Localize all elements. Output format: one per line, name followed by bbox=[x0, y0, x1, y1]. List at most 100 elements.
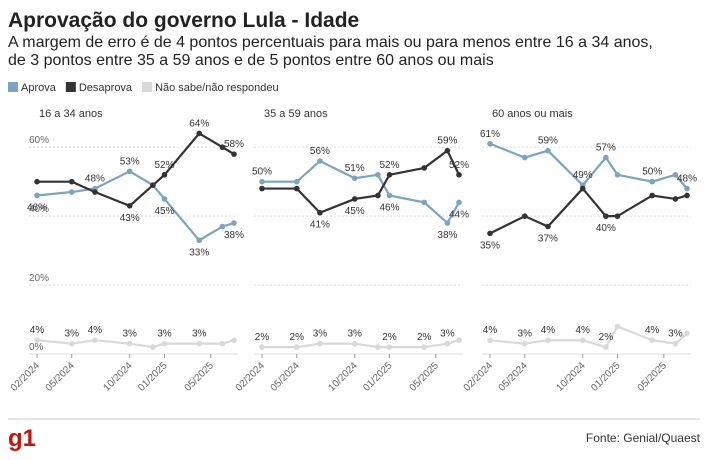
data-label: 46% bbox=[27, 202, 47, 213]
data-label: 52% bbox=[379, 160, 399, 171]
data-point bbox=[293, 344, 300, 350]
x-tick-label: 05/2025 bbox=[636, 360, 670, 394]
x-tick-label: 05/2024 bbox=[497, 360, 531, 394]
x-tick-label: 10/2024 bbox=[554, 360, 588, 394]
source: Fonte: Genial/Quaest bbox=[586, 431, 701, 445]
x-tick-label: 10/2024 bbox=[326, 360, 360, 394]
data-point bbox=[386, 192, 393, 199]
data-point bbox=[421, 165, 428, 171]
data-point bbox=[375, 172, 381, 178]
data-label: 48% bbox=[677, 174, 697, 185]
data-label: 4% bbox=[541, 325, 556, 336]
data-point bbox=[603, 344, 609, 350]
data-point bbox=[649, 178, 656, 185]
data-point bbox=[521, 154, 528, 161]
x-tick-label: 01/2025 bbox=[589, 360, 623, 394]
data-label: 2% bbox=[255, 332, 270, 343]
data-point bbox=[487, 140, 493, 147]
series-line bbox=[36, 339, 235, 349]
data-label: 4% bbox=[575, 325, 590, 336]
data-label: 3% bbox=[65, 329, 80, 340]
data-point bbox=[34, 192, 40, 199]
data-label: 50% bbox=[642, 167, 662, 178]
data-point bbox=[456, 337, 462, 344]
y-tick-label: 40% bbox=[29, 204, 49, 215]
data-point bbox=[375, 192, 381, 199]
data-label: 3% bbox=[347, 329, 362, 340]
data-label: 51% bbox=[345, 163, 365, 174]
data-point bbox=[293, 178, 300, 185]
data-label: 3% bbox=[668, 329, 683, 340]
data-label: 57% bbox=[596, 143, 616, 154]
data-label: 45% bbox=[154, 206, 174, 217]
data-point bbox=[386, 172, 393, 178]
data-point bbox=[386, 344, 393, 350]
data-point bbox=[684, 330, 690, 337]
data-point bbox=[259, 178, 265, 185]
x-tick-label: 02/2024 bbox=[462, 360, 496, 394]
legend-label: Não sabe/não respondeu bbox=[155, 82, 279, 94]
data-label: 44% bbox=[449, 209, 469, 220]
data-point bbox=[126, 168, 133, 175]
data-point bbox=[614, 213, 621, 219]
data-label: 49% bbox=[573, 170, 593, 181]
data-point bbox=[421, 344, 428, 350]
x-tick-label: 01/2025 bbox=[136, 360, 170, 394]
y-tick-label: 0% bbox=[29, 342, 44, 353]
data-point bbox=[487, 337, 493, 344]
data-label: 3% bbox=[518, 329, 533, 340]
data-label: 4% bbox=[88, 325, 103, 336]
data-label: 4% bbox=[483, 325, 498, 336]
data-point bbox=[68, 178, 75, 185]
data-label: 41% bbox=[310, 220, 330, 231]
data-point bbox=[161, 340, 168, 347]
data-point bbox=[614, 172, 621, 178]
chart-title: Aprovação do governo Lula - Idade bbox=[8, 9, 359, 32]
data-point bbox=[672, 172, 679, 178]
data-point bbox=[444, 147, 451, 154]
data-point bbox=[231, 220, 237, 226]
data-label: 2% bbox=[290, 332, 305, 343]
data-point bbox=[219, 340, 226, 347]
data-point bbox=[444, 340, 451, 347]
data-point bbox=[456, 199, 462, 206]
data-label: 40% bbox=[596, 223, 616, 234]
data-point bbox=[92, 337, 98, 344]
data-point bbox=[603, 154, 609, 161]
y-tick-label: 60% bbox=[29, 135, 49, 146]
data-point bbox=[196, 340, 203, 347]
data-label: 2% bbox=[417, 332, 432, 343]
data-point bbox=[614, 323, 621, 330]
legend-swatch bbox=[8, 82, 18, 92]
data-point bbox=[317, 209, 323, 216]
data-point bbox=[684, 192, 690, 199]
y-tick-label: 20% bbox=[29, 273, 49, 284]
data-point bbox=[375, 344, 381, 350]
legend-swatch bbox=[65, 82, 76, 92]
data-label: 33% bbox=[189, 247, 209, 258]
legend-label: Desaprova bbox=[79, 82, 133, 94]
data-label: 43% bbox=[120, 213, 140, 224]
data-label: 56% bbox=[310, 146, 330, 157]
x-tick-label: 10/2024 bbox=[101, 360, 135, 394]
data-label: 61% bbox=[480, 129, 500, 140]
data-label: 46% bbox=[379, 202, 399, 213]
legend-swatch bbox=[142, 82, 153, 92]
data-label: 52% bbox=[154, 160, 174, 171]
data-label: 37% bbox=[538, 233, 558, 244]
data-point bbox=[603, 213, 609, 219]
panel-title: 60 anos ou mais bbox=[492, 108, 573, 120]
data-point bbox=[317, 340, 323, 347]
data-label: 50% bbox=[252, 167, 272, 178]
data-point bbox=[34, 178, 40, 185]
data-label: 2% bbox=[382, 332, 397, 343]
data-point bbox=[219, 144, 226, 151]
x-tick-label: 02/2024 bbox=[9, 360, 43, 394]
series-line bbox=[489, 186, 688, 235]
data-point bbox=[219, 223, 226, 230]
data-point bbox=[545, 223, 551, 230]
x-tick-label: 05/2024 bbox=[44, 360, 78, 394]
data-point bbox=[521, 340, 528, 347]
data-point bbox=[34, 337, 40, 344]
